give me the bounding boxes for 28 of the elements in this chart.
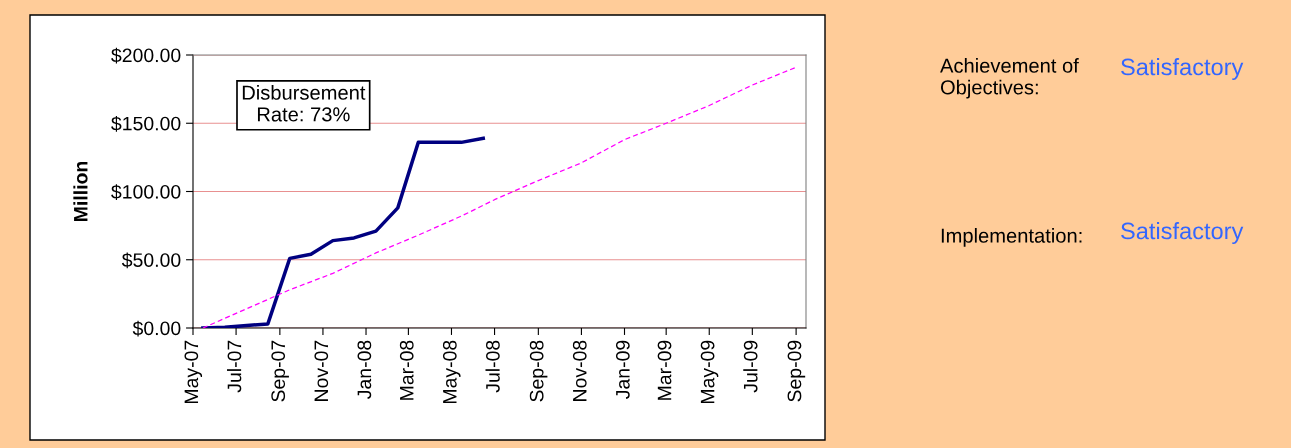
x-tick-label: Sep-09 — [787, 340, 806, 402]
text: Satisfactory — [1121, 222, 1244, 245]
y-tick-label: $150.00 — [111, 115, 181, 132]
x-tick-label: Jan-08 — [357, 340, 372, 399]
x-tick-label: Jul-09 — [743, 340, 758, 393]
y-tick-label: $100.00 — [111, 184, 181, 200]
annotation: Disbursement Rate: 73% — [242, 85, 366, 122]
text: Achievement of Objectives: — [940, 58, 1079, 99]
y-tick-label: $0.00 — [132, 320, 181, 337]
x-tick-label: May-09 — [700, 340, 719, 404]
x-tick-label: Nov-07 — [314, 340, 329, 401]
x-tick-label: Sep-08 — [529, 340, 548, 402]
line-series — [201, 136, 485, 328]
x-tick-label: Mar-08 — [399, 340, 414, 400]
x-tick-label: May-07 — [184, 340, 203, 404]
y-tick-label: $50.00 — [121, 252, 181, 269]
y-axis-title: Million — [73, 161, 88, 221]
x-tick-label: Jan-09 — [615, 340, 630, 399]
text: Satisfactory — [1121, 58, 1244, 81]
x-tick-label: Mar-09 — [657, 340, 672, 400]
x-tick-label: Jul-07 — [227, 340, 242, 393]
x-tick-label: May-08 — [442, 340, 461, 404]
text: Implementation: — [941, 228, 1082, 247]
x-tick-label: Sep-07 — [271, 340, 289, 402]
line-series — [202, 66, 797, 328]
x-tick-label: Jul-08 — [485, 340, 500, 393]
y-tick-label: $200.00 — [111, 47, 181, 64]
x-tick-label: Nov-08 — [572, 340, 587, 401]
